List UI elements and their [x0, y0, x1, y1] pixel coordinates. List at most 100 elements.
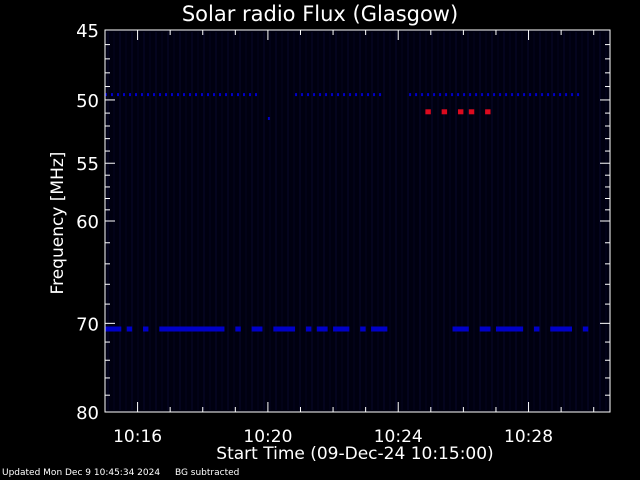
- band-49.5-segment: [183, 93, 185, 97]
- band-70-segment: [495, 326, 524, 332]
- band-49.5-segment: [135, 93, 137, 97]
- band-49.5-segment: [129, 93, 131, 97]
- x-tick-label: 10:16: [113, 427, 162, 447]
- band-49.5-segment: [147, 93, 149, 97]
- band-49.5-segment: [379, 93, 382, 97]
- band-49.5-segment: [165, 93, 167, 97]
- burst-51-segment: [425, 109, 431, 115]
- band-70-segment: [235, 326, 241, 332]
- burst-51-segment: [441, 109, 448, 115]
- band-70-segment: [159, 326, 225, 332]
- burst-51-segment: [468, 109, 475, 115]
- band-49.5-segment: [325, 93, 328, 97]
- band-70-segment: [305, 326, 312, 332]
- band-49.5-segment: [171, 93, 173, 97]
- band-49.5-segment: [421, 93, 424, 97]
- band-49.5-segment: [511, 93, 514, 97]
- band-49.5-segment: [535, 93, 538, 97]
- band-49.5-segment: [343, 93, 346, 97]
- band-49.5-segment: [319, 93, 322, 97]
- band-49.5-segment: [231, 93, 233, 97]
- x-axis-title: Start Time (09-Dec-24 10:15:00): [216, 444, 494, 464]
- band-49.5-segment: [307, 93, 310, 97]
- band-70-segment: [533, 326, 540, 332]
- band-49.5-segment: [529, 93, 532, 97]
- x-tick-label: 10:20: [243, 427, 292, 447]
- band-49.5-segment: [409, 93, 412, 97]
- band-49.5-segment: [547, 93, 550, 97]
- y-tick-label: 50: [76, 91, 99, 112]
- band-70-segment: [126, 326, 133, 332]
- band-49.5-segment: [177, 93, 179, 97]
- band-70-segment: [333, 326, 350, 332]
- burst-51-segment: [485, 109, 491, 115]
- band-49.5-segment: [117, 93, 119, 97]
- band-49.5-segment: [313, 93, 316, 97]
- band-49.5-segment: [225, 93, 227, 97]
- updated-timestamp: Updated Mon Dec 9 10:45:34 2024: [2, 468, 161, 478]
- band-49.5-segment: [201, 93, 203, 97]
- band-49.5-segment: [105, 93, 107, 97]
- isolated-speck: [267, 116, 270, 120]
- band-70-segment: [105, 326, 122, 332]
- band-49.5-segment: [571, 93, 574, 97]
- band-49.5-segment: [159, 93, 161, 97]
- band-70-segment: [316, 326, 328, 332]
- band-49.5-segment: [123, 93, 125, 97]
- band-49.5-segment: [517, 93, 520, 97]
- y-tick-label: 80: [76, 403, 99, 424]
- band-49.5-segment: [367, 93, 370, 97]
- x-tick-label: 10:24: [374, 427, 423, 447]
- band-49.5-segment: [445, 93, 448, 97]
- y-tick-label: 55: [76, 154, 99, 175]
- band-70-segment: [360, 326, 366, 332]
- band-49.5-segment: [553, 93, 556, 97]
- band-49.5-segment: [505, 93, 508, 97]
- band-49.5-segment: [577, 93, 580, 97]
- band-70-segment: [371, 326, 388, 332]
- band-49.5-segment: [243, 93, 245, 97]
- band-49.5-segment: [565, 93, 568, 97]
- bg-subtracted-note: BG subtracted: [174, 468, 240, 478]
- band-49.5-segment: [463, 93, 466, 97]
- band-49.5-segment: [427, 93, 430, 97]
- band-49.5-segment: [541, 93, 544, 97]
- band-49.5-segment: [349, 93, 352, 97]
- band-49.5-segment: [213, 93, 215, 97]
- y-tick-label: 60: [76, 212, 99, 233]
- band-49.5-segment: [373, 93, 376, 97]
- band-49.5-segment: [237, 93, 239, 97]
- y-tick-label: 45: [76, 21, 99, 42]
- band-70-segment: [143, 326, 149, 332]
- band-70-segment: [582, 326, 589, 332]
- band-49.5-segment: [355, 93, 358, 97]
- band-49.5-segment: [469, 93, 472, 97]
- band-70-segment: [550, 326, 572, 332]
- band-49.5-segment: [189, 93, 191, 97]
- band-49.5-segment: [439, 93, 442, 97]
- band-49.5-segment: [207, 93, 209, 97]
- y-axis-title: Frequency [MHz]: [48, 151, 68, 295]
- band-49.5-segment: [219, 93, 221, 97]
- band-70-segment: [251, 326, 263, 332]
- band-49.5-segment: [111, 93, 113, 97]
- band-49.5-segment: [153, 93, 155, 97]
- band-70-segment: [273, 326, 296, 332]
- x-tick-label: 10:28: [504, 427, 553, 447]
- band-49.5-segment: [337, 93, 340, 97]
- band-70-segment: [452, 326, 469, 332]
- band-49.5-segment: [361, 93, 364, 97]
- band-49.5-segment: [487, 93, 490, 97]
- band-49.5-segment: [415, 93, 418, 97]
- band-49.5-segment: [295, 93, 298, 97]
- band-49.5-segment: [195, 93, 197, 97]
- burst-51-segment: [457, 109, 464, 115]
- band-49.5-segment: [559, 93, 562, 97]
- band-49.5-segment: [331, 93, 334, 97]
- chart-title: Solar radio Flux (Glasgow): [181, 2, 459, 26]
- footer: Updated Mon Dec 9 10:45:34 2024 BG subtr…: [2, 468, 251, 478]
- band-70-segment: [479, 326, 491, 332]
- band-49.5-segment: [255, 93, 257, 97]
- band-49.5-segment: [141, 93, 143, 97]
